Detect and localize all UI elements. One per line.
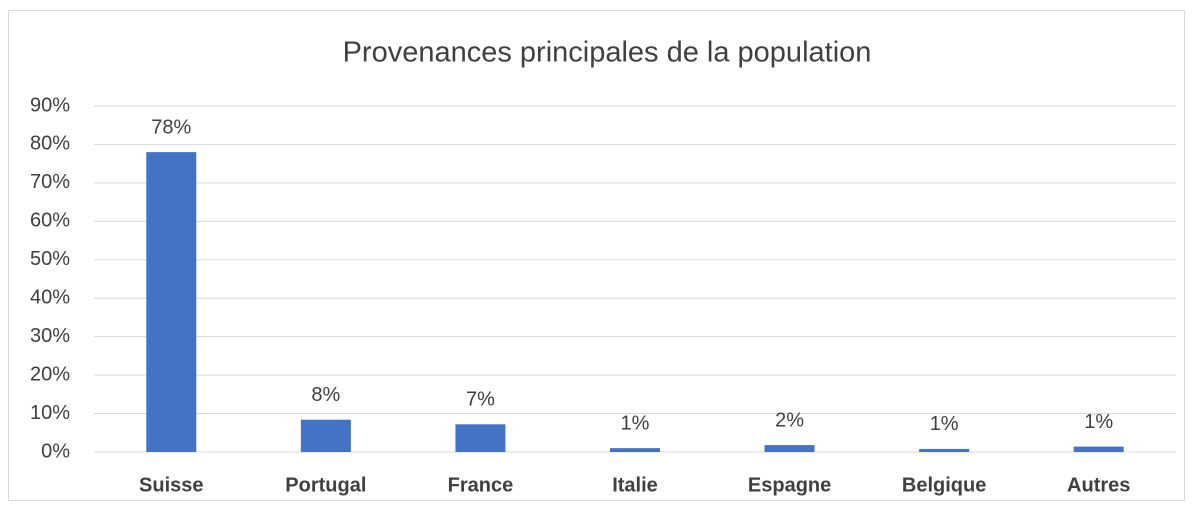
data-label: 1%: [930, 413, 959, 435]
x-tick-label: Suisse: [139, 474, 203, 496]
y-tick-label: 40%: [30, 287, 70, 309]
x-tick-label: Autres: [1067, 474, 1130, 496]
data-label: 78%: [151, 116, 191, 138]
bar: [300, 419, 351, 452]
x-tick-label: Espagne: [748, 474, 831, 496]
y-tick-label: 0%: [41, 440, 70, 462]
data-label: 1%: [621, 412, 650, 434]
y-tick-label: 50%: [30, 248, 70, 270]
y-tick-label: 30%: [30, 325, 70, 347]
y-tick-label: 10%: [30, 402, 70, 424]
x-tick-label: Portugal: [285, 474, 366, 496]
y-tick-label: 60%: [30, 210, 70, 232]
data-label: 1%: [1084, 411, 1113, 433]
y-tick-label: 20%: [30, 363, 70, 385]
x-tick-label: Belgique: [902, 474, 986, 496]
data-label: 8%: [311, 384, 340, 406]
x-tick-label: Italie: [612, 474, 658, 496]
bar: [610, 448, 660, 452]
chart-title: Provenances principales de la population: [343, 37, 872, 69]
bar: [1073, 446, 1124, 452]
chart-border: [8, 10, 1185, 501]
y-tick-label: 90%: [30, 94, 70, 116]
bar: [146, 152, 197, 452]
data-label: 7%: [466, 389, 495, 411]
y-tick-label: 70%: [30, 171, 70, 193]
x-tick-label: France: [448, 474, 514, 496]
y-tick-label: 80%: [30, 133, 70, 155]
bar: [919, 448, 970, 452]
data-label: 2%: [775, 409, 804, 431]
bar: [764, 445, 815, 452]
bar: [455, 424, 506, 452]
